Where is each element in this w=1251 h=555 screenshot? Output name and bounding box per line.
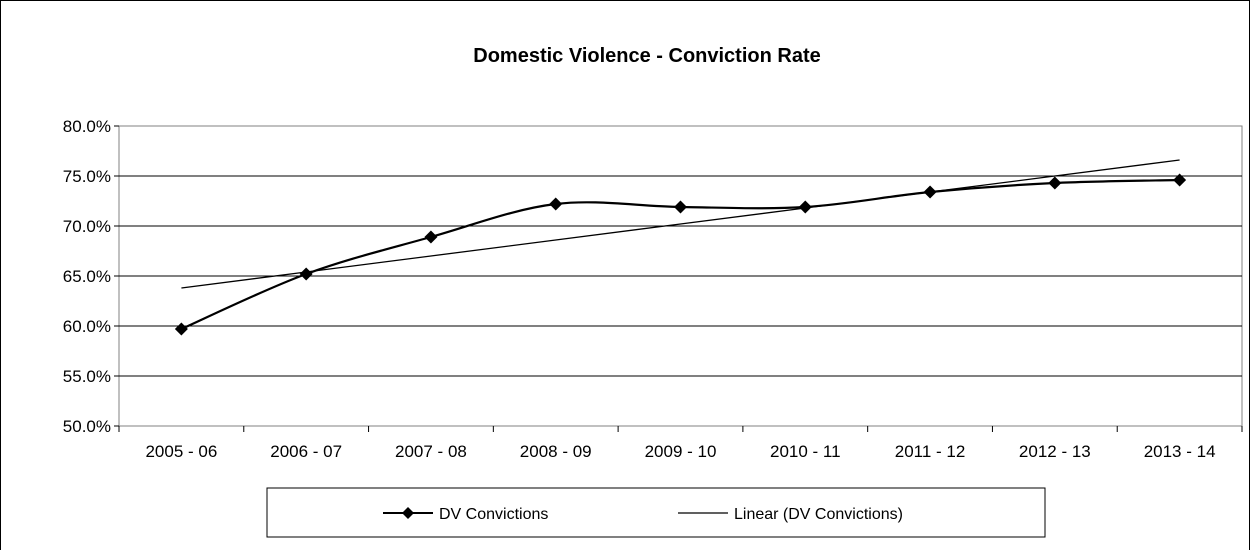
x-tick-label: 2013 - 14 <box>1144 442 1216 461</box>
chart-title: Domestic Violence - Conviction Rate <box>473 45 821 67</box>
data-point-5 <box>674 200 687 214</box>
data-point-9 <box>1173 173 1187 187</box>
legend-series-2-label: Linear (DV Convictions) <box>734 506 903 523</box>
data-point-6 <box>798 200 812 214</box>
y-axis-ticks: 50.0% 55.0% 60.0% 65.0% 70.0% 75.0% 80.0% <box>63 117 119 436</box>
data-point-1 <box>174 322 188 336</box>
series-linear-dv-convictions-line <box>181 159 1180 289</box>
x-tick-label: 2008 - 09 <box>520 442 592 461</box>
x-axis-ticks: 2005 - 06 2006 - 07 2007 - 08 2008 - 09 2009… <box>118 426 1243 461</box>
y-tick-label: 50.0% <box>63 417 111 436</box>
data-point-3 <box>424 230 438 244</box>
y-tick-label: 70.0% <box>63 217 111 236</box>
y-tick-label: 80.0% <box>63 117 111 136</box>
data-point-7 <box>923 185 937 199</box>
legend: DV Convictions Linear (DV Convictions) <box>266 487 1046 538</box>
y-tick-label: 55.0% <box>63 367 111 386</box>
data-point-4 <box>549 197 563 211</box>
x-tick-label: 2005 - 06 <box>145 442 217 461</box>
data-point-8 <box>1048 176 1062 190</box>
x-tick-label: 2011 - 12 <box>895 442 966 461</box>
x-tick-label: 2007 - 08 <box>395 442 467 461</box>
x-tick-label: 2010 - 11 <box>770 442 841 461</box>
y-tick-label: 60.0% <box>63 317 111 336</box>
legend-series-1-marker <box>402 507 414 519</box>
legend-series-1-label: DV Convictions <box>439 506 548 523</box>
y-tick-label: 75.0% <box>63 167 111 186</box>
data-point-2 <box>299 267 313 281</box>
x-tick-label: 2006 - 07 <box>270 442 342 461</box>
x-tick-label: 2012 - 13 <box>1019 442 1091 461</box>
y-tick-label: 65.0% <box>63 267 111 286</box>
x-tick-label: 2009 - 10 <box>645 442 717 461</box>
series-layer <box>174 159 1187 336</box>
